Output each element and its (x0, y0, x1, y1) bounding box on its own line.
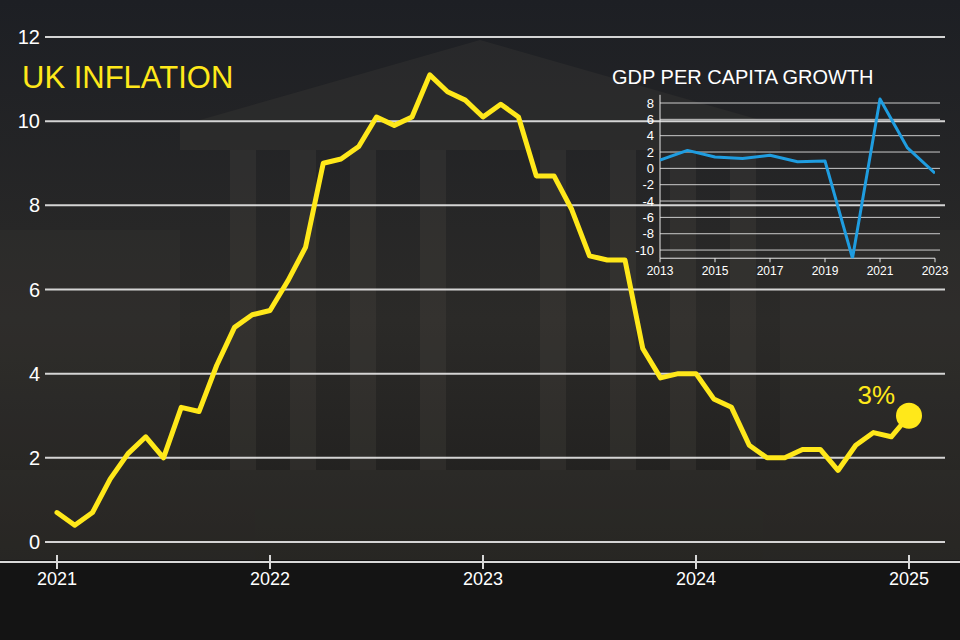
x-tick (908, 555, 910, 569)
inset-y-tick-label: -10 (635, 243, 654, 258)
inset-x-tick (770, 258, 771, 262)
inset-y-tick-label: 0 (647, 161, 654, 176)
building-silhouette (0, 40, 960, 560)
grid-line (45, 373, 945, 375)
ground (0, 560, 960, 640)
x-tick (482, 555, 484, 569)
annotation: 3% (857, 380, 895, 410)
inset-grid-line (660, 135, 940, 136)
y-tick-label: 8 (29, 194, 40, 216)
inset-chart: GDP PER CAPITA GROWTH -10 -8-6-4 -202 468 201… (612, 66, 949, 278)
inset-x-tick (825, 258, 826, 262)
column (420, 150, 446, 470)
inset-x-tick-label: 2017 (757, 264, 784, 278)
inset-y-tick-label: -8 (642, 226, 654, 241)
column (540, 150, 566, 470)
column (610, 150, 636, 470)
main-chart: 024681012202120222023202420253%UK INFLAT… (0, 26, 960, 589)
grid-line (45, 36, 945, 38)
grid-line (45, 457, 945, 459)
inset-y-tick-label: -6 (642, 210, 654, 225)
x-tick-label: 2022 (250, 569, 290, 589)
x-tick-label: 2025 (889, 569, 929, 589)
main-plot-area (57, 75, 922, 525)
inset-x-tick (660, 258, 661, 262)
inset-y-tick-label: -2 (642, 177, 654, 192)
column (730, 150, 756, 470)
inset-x-tick (935, 258, 936, 262)
column (290, 150, 316, 470)
chart-title: UK INFLATION (22, 60, 233, 95)
column (350, 150, 376, 470)
inset-title: GDP PER CAPITA GROWTH (612, 66, 874, 88)
background (0, 0, 960, 640)
x-axis-line (0, 561, 960, 563)
x-tick (56, 555, 58, 569)
inset-grid-line (660, 250, 940, 251)
entablature (180, 120, 780, 150)
x-tick (269, 555, 271, 569)
inset-grid-line (660, 168, 940, 169)
inset-grid-line (660, 119, 940, 120)
inset-y-tick-label: -4 (642, 194, 654, 209)
inset-x-axis (660, 258, 935, 259)
end-dot (896, 403, 922, 429)
y-tick-label: 0 (29, 531, 40, 553)
x-tick (695, 555, 697, 569)
inset-x-tick-label: 2019 (812, 264, 839, 278)
grid-line (45, 120, 945, 122)
inset-x-tick-label: 2015 (702, 264, 729, 278)
grid-line (45, 289, 945, 291)
inset-x-tick-label: 2013 (647, 264, 674, 278)
inset-plot-area (660, 99, 935, 258)
y-tick-label: 10 (18, 110, 40, 132)
gdp-line (660, 99, 935, 258)
inset-y-tick-label: 6 (647, 112, 654, 127)
y-tick-label: 2 (29, 447, 40, 469)
inset-y-axis (660, 95, 661, 258)
inset-x-tick (880, 258, 881, 262)
inset-x-tick-label: 2021 (867, 264, 894, 278)
y-tick-label: 12 (18, 26, 40, 48)
y-tick-label: 6 (29, 279, 40, 301)
inset-y-tick-label: 2 (647, 145, 654, 160)
inset-y-tick-label: 4 (647, 128, 654, 143)
inset-grid-line (660, 201, 940, 202)
x-tick-label: 2023 (463, 569, 503, 589)
inset-grid-line (660, 233, 940, 234)
column (670, 150, 696, 470)
grid-line (45, 204, 945, 206)
inset-x-tick (715, 258, 716, 262)
inflation-line (57, 75, 909, 525)
inset-grid-line (660, 217, 940, 218)
inset-y-tick-label: 8 (647, 96, 654, 111)
balustrade (0, 470, 960, 560)
inset-x-tick-label: 2023 (922, 264, 949, 278)
inset-grid-line (660, 184, 940, 185)
grid-line (45, 541, 945, 543)
column (230, 150, 256, 470)
chart-canvas: 024681012202120222023202420253%UK INFLAT… (0, 0, 960, 640)
x-tick-label: 2021 (37, 569, 77, 589)
y-tick-label: 4 (29, 363, 40, 385)
x-tick-label: 2024 (676, 569, 716, 589)
inset-grid-line (660, 103, 940, 104)
